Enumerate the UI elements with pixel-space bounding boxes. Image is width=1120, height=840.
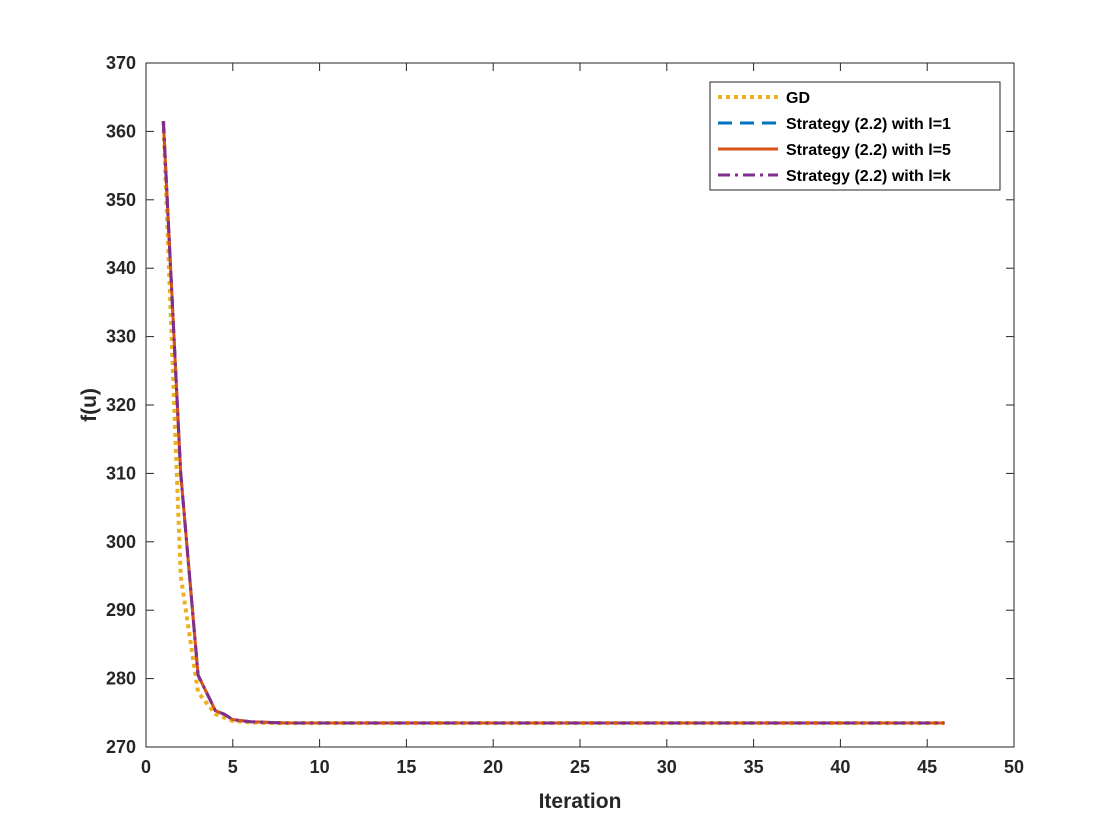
x-tick-label: 0: [141, 757, 151, 777]
y-tick-label: 300: [106, 532, 136, 552]
x-axis-label: Iteration: [539, 790, 622, 813]
legend-label: Strategy (2.2) with l=5: [786, 142, 951, 159]
y-tick-label: 290: [106, 600, 136, 620]
y-tick-label: 270: [106, 737, 136, 757]
x-tick-label: 20: [483, 757, 503, 777]
y-tick-label: 350: [106, 190, 136, 210]
legend-box: [709, 81, 1001, 191]
y-tick-label: 340: [106, 258, 136, 278]
x-tick-label: 5: [228, 757, 238, 777]
y-tick-label: 330: [106, 327, 136, 347]
legend-label: Strategy (2.2) with l=k: [786, 168, 951, 185]
x-tick-label: 30: [657, 757, 677, 777]
series-layer: [161, 121, 945, 726]
ticks-layer: 0 5 10 15 20 25 30 35 40 45 50 270 280 290 300 310 320 33…: [106, 53, 1024, 777]
x-tick-label: 35: [744, 757, 764, 777]
x-tick-label: 25: [570, 757, 590, 777]
y-tick-label: 320: [106, 395, 136, 415]
y-tick-label: 310: [106, 463, 136, 483]
series-line: [161, 121, 945, 725]
legend-label: GD: [786, 90, 810, 107]
x-tick-label: 40: [830, 757, 850, 777]
x-tick-label: 45: [917, 757, 937, 777]
y-tick-label: 280: [106, 669, 136, 689]
y-axis-label: f(u): [78, 388, 101, 422]
x-tick-label: 10: [310, 757, 330, 777]
x-tick-label: 15: [396, 757, 416, 777]
legend: GD Strategy (2.2) with l=1 Strategy (2.2) …: [709, 81, 1001, 191]
legend-label: Strategy (2.2) with l=1: [786, 116, 951, 133]
y-tick-label: 370: [106, 53, 136, 73]
y-tick-label: 360: [106, 121, 136, 141]
x-tick-label: 50: [1004, 757, 1024, 777]
